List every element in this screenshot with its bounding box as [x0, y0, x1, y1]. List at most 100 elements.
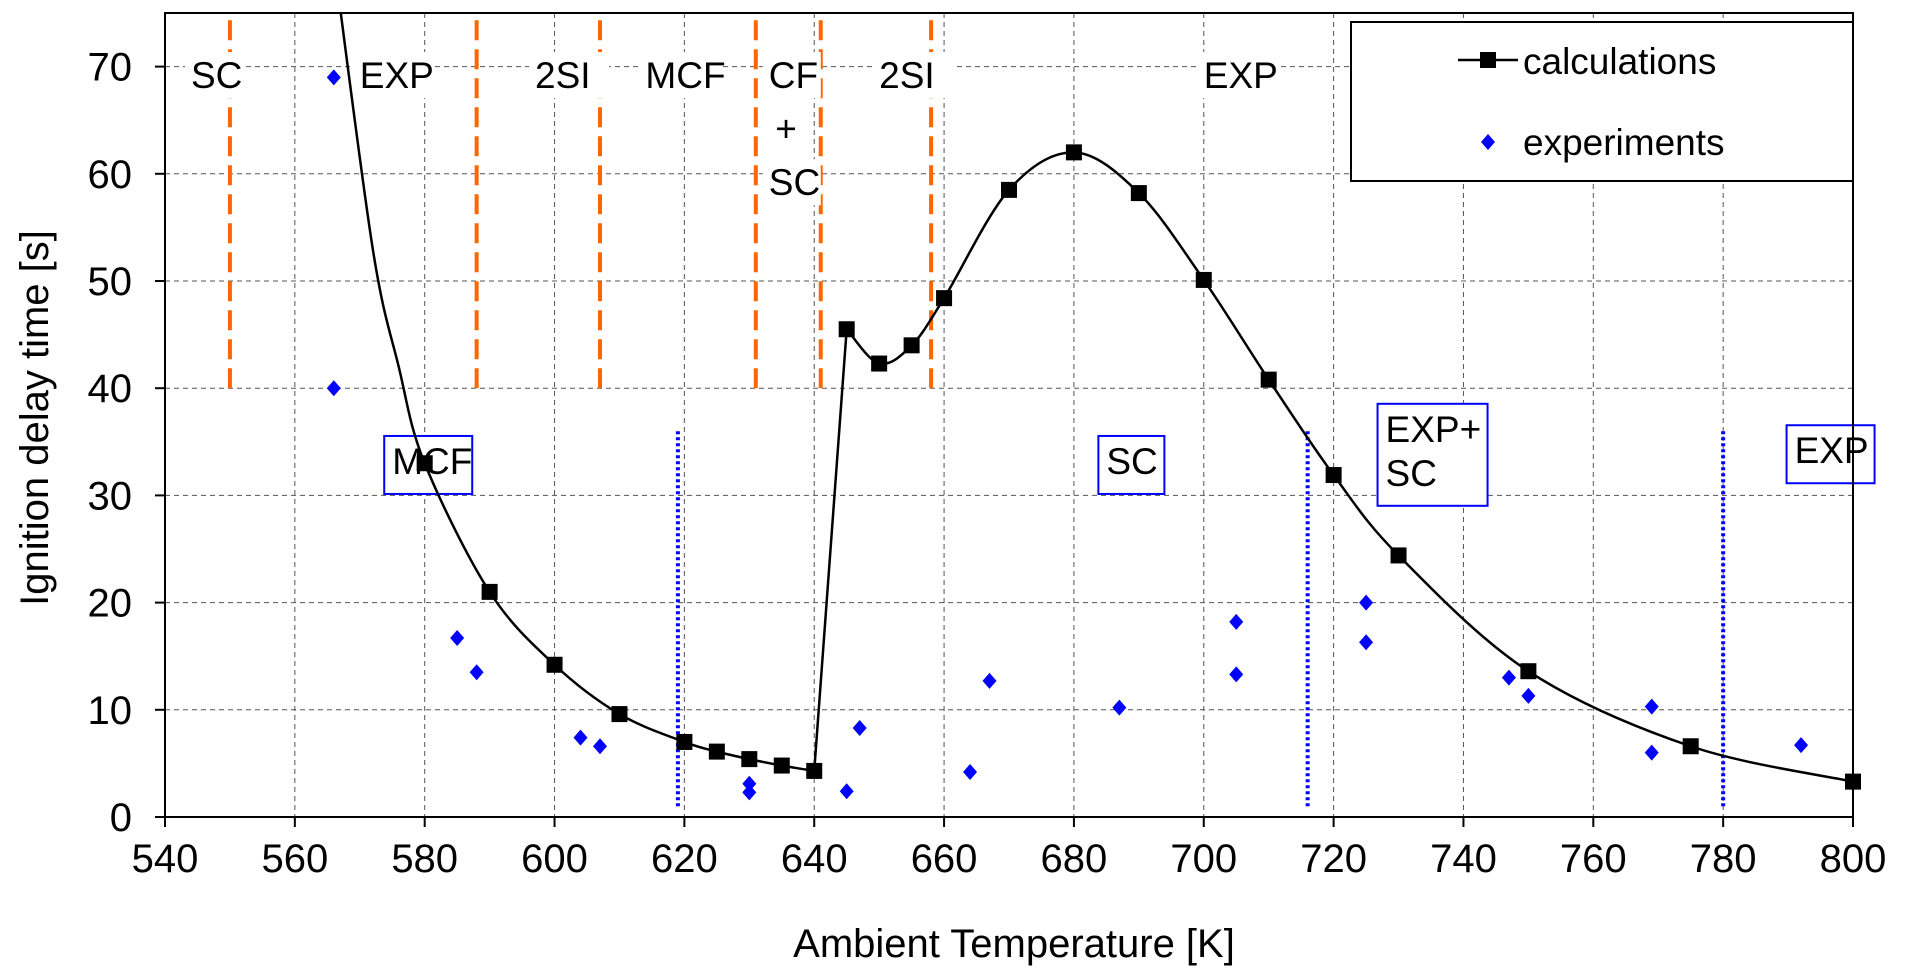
calculations-point [708, 743, 725, 760]
calculations-point [1520, 663, 1537, 680]
experiments-point [469, 664, 484, 681]
exp-regime-label-box [1785, 424, 1876, 485]
exp-regime-label: SC [1386, 453, 1437, 494]
calculations-point [676, 733, 693, 750]
y-tick-label: 70 [88, 46, 133, 90]
calc-regime-label-bg [639, 52, 720, 99]
calc-regime-label: EXP [1204, 55, 1278, 96]
x-tick-label: 620 [651, 837, 718, 881]
experiments-point [1359, 634, 1374, 651]
experiments-point [742, 784, 757, 801]
y-tick-label: 40 [88, 367, 133, 411]
plot-frame [164, 12, 1854, 818]
experiments-point [982, 672, 997, 689]
calc-regime-label-bg [762, 159, 821, 206]
experiments-point [1229, 666, 1244, 683]
calc-regime-label-bg [762, 52, 821, 99]
calculation-regime-labels: SC EXP 2SI MCF CF + SC 2SI EXP [184, 52, 1278, 206]
experiments-point [1112, 699, 1127, 716]
experiments-point [1644, 698, 1659, 715]
x-tick-label: 760 [1560, 837, 1627, 881]
x-axis-title: Ambient Temperature [K] [793, 922, 1235, 966]
calculations-series [339, 13, 1861, 790]
experiments-point [592, 738, 607, 755]
experiments-point [852, 720, 867, 737]
x-tick-label: 800 [1820, 837, 1887, 881]
experiments-point [1794, 737, 1809, 754]
grid-lines [165, 13, 1853, 817]
calculations-point [1001, 181, 1017, 198]
exp-regime-label: EXP+ [1386, 409, 1482, 450]
legend-label: calculations [1523, 41, 1716, 82]
y-tick-label: 20 [88, 582, 133, 626]
calc-regime-label: + [775, 109, 797, 150]
y-tick-label: 0 [110, 796, 132, 840]
x-tick-label: 600 [521, 837, 588, 881]
calc-regime-label: MCF [645, 55, 725, 96]
calc-regime-label-bg [529, 52, 610, 99]
calculations-point [1682, 738, 1699, 755]
calc-regime-label-bg [873, 52, 954, 99]
calculations-curve [845, 151, 1854, 783]
experiments-series [326, 69, 1809, 801]
y-tick-label: 60 [88, 153, 133, 197]
calculations-point [1325, 467, 1342, 484]
calculations-point [611, 706, 628, 723]
calc-regime-label-bg [769, 105, 806, 152]
y-tick-label: 10 [88, 689, 133, 733]
legend: calculations experiments [1350, 21, 1854, 182]
x-tick-label: 660 [911, 837, 978, 881]
legend-square-swatch [1480, 52, 1496, 68]
x-tick-label: 700 [1170, 837, 1237, 881]
exp-regime-label-box [1097, 434, 1166, 495]
calc-regime-label-bg [353, 52, 434, 99]
calculations-point [546, 656, 563, 673]
calc-regime-label: CF [769, 55, 818, 96]
x-tick-label: 740 [1430, 837, 1497, 881]
x-tick-label: 540 [132, 837, 199, 881]
calculations-point [903, 337, 920, 354]
calculations-point [806, 762, 823, 779]
calc-regime-label: SC [191, 55, 242, 96]
x-tick-label: 720 [1300, 837, 1367, 881]
experiments-point [1644, 744, 1659, 761]
exp-regime-label: SC [1106, 441, 1157, 482]
y-tick-label: 30 [88, 474, 133, 518]
experiments-point [573, 729, 588, 746]
exp-regime-label: EXP [1795, 430, 1869, 471]
calculations-point [1260, 371, 1277, 388]
x-tick-label: 560 [261, 837, 328, 881]
y-axis-title: Ignition delay time [s] [13, 230, 57, 606]
experiments-point [1229, 613, 1244, 630]
calc-regime-label: EXP [360, 55, 434, 96]
calculations-point [936, 290, 953, 307]
calculations-point [838, 321, 855, 338]
legend-diamond-swatch [1481, 134, 1495, 150]
x-tick-label: 640 [781, 837, 848, 881]
x-tick-label: 780 [1690, 837, 1757, 881]
calculations-point [481, 583, 498, 600]
calculations-point [1390, 547, 1407, 564]
experiments-point [963, 763, 978, 780]
calculations-point [871, 355, 888, 372]
experiments-point [326, 380, 341, 397]
experiments-point [450, 629, 465, 646]
calc-regime-label: 2SI [535, 55, 591, 96]
calculations-point [1130, 185, 1147, 202]
calculations-point [741, 751, 758, 768]
calc-regime-label-bg [1197, 52, 1278, 99]
calc-regime-label: 2SI [879, 55, 935, 96]
experiments-point [839, 783, 854, 800]
calculations-point [1195, 271, 1212, 288]
y-tick-label: 50 [88, 260, 133, 304]
experiments-point [742, 775, 757, 792]
experiments-point [1521, 687, 1536, 704]
experiments-point [326, 69, 341, 86]
calculations-curve-jump [812, 329, 848, 771]
experiments-point [1501, 669, 1516, 686]
calculations-point [773, 757, 790, 774]
x-tick-label: 580 [391, 837, 458, 881]
experiments-point [1359, 594, 1374, 611]
